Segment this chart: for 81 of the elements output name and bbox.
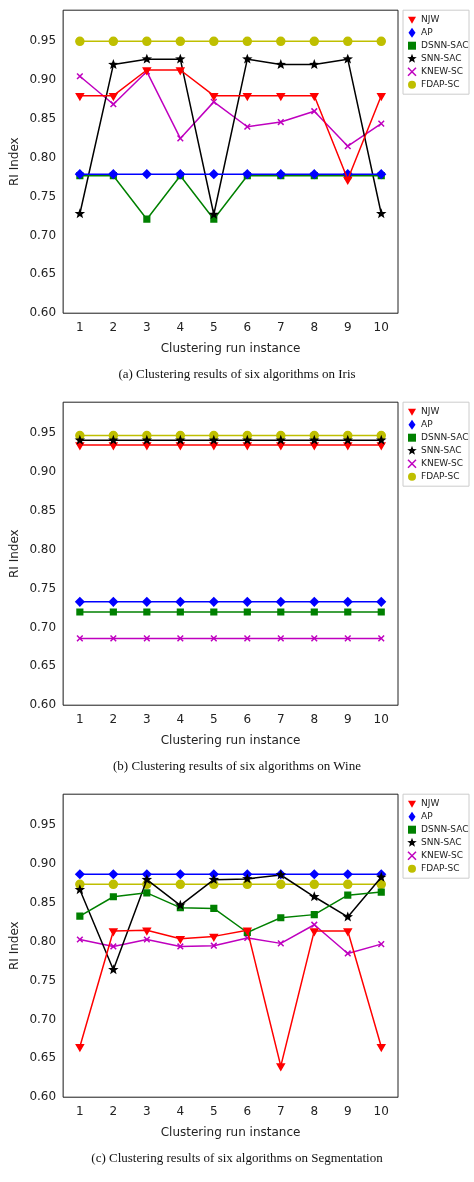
text: (b) Clustering results of six algorithms on Wine <box>112 757 362 775</box>
text: (a) Clustering results of six algorithms on Iris <box>117 365 357 383</box>
legend-label: KNEW-SC <box>421 850 464 861</box>
x-axis-title: Clustering run instance <box>160 732 301 747</box>
x-tick-label: 2 <box>109 319 118 334</box>
y-tick-label: 0.90 <box>29 72 57 87</box>
x-tick-label: 2 <box>109 1103 118 1118</box>
y-tick-label: 0.85 <box>29 503 57 518</box>
x-axis-title: Clustering run instance <box>160 1124 301 1139</box>
x-tick-label: 4 <box>176 319 185 334</box>
y-tick-label: 0.70 <box>29 227 57 242</box>
x-tick-label: 8 <box>310 711 319 726</box>
y-tick-label: 0.60 <box>29 1089 57 1104</box>
x-tick-label: 7 <box>276 319 285 334</box>
legend-label: KNEW-SC <box>421 458 464 469</box>
y-tick-label: 0.95 <box>29 33 57 48</box>
x-axis-title: Clustering run instance <box>160 340 301 355</box>
y-tick-label: 0.65 <box>29 266 57 281</box>
y-tick-label: 0.70 <box>29 1011 57 1026</box>
x-tick-label: 3 <box>143 319 151 334</box>
legend-label: FDAP-SC <box>421 79 460 90</box>
legend-label: AP <box>421 27 434 38</box>
legend-label: AP <box>421 811 434 822</box>
x-tick-label: 5 <box>209 711 218 726</box>
y-tick-label: 0.70 <box>29 619 57 634</box>
legend-label: KNEW-SC <box>421 66 464 77</box>
y-tick-label: 0.60 <box>29 305 57 320</box>
x-tick-label: 9 <box>343 1103 352 1118</box>
x-tick-label: 9 <box>343 711 352 726</box>
x-tick-label: 10 <box>373 319 389 334</box>
x-tick-label: 9 <box>343 319 352 334</box>
y-tick-label: 0.80 <box>29 149 57 164</box>
x-tick-label: 2 <box>109 711 118 726</box>
legend-label: SNN-SAC <box>421 53 462 64</box>
x-tick-label: 4 <box>176 711 185 726</box>
x-tick-label: 10 <box>373 711 389 726</box>
legend-label: FDAP-SC <box>421 863 460 874</box>
y-tick-label: 0.90 <box>29 464 57 479</box>
y-tick-label: 0.85 <box>29 111 57 126</box>
legend-label: DSNN-SAC <box>421 40 469 51</box>
text: (c) Clustering results of six algorithms on Segmentation <box>90 1149 384 1167</box>
legend-label: NJW <box>421 798 440 809</box>
x-tick-label: 5 <box>209 1103 218 1118</box>
x-tick-label: 7 <box>276 711 285 726</box>
y-tick-label: 0.75 <box>29 972 57 987</box>
y-tick-label: 0.75 <box>29 580 57 595</box>
x-tick-label: 6 <box>243 1103 252 1118</box>
y-tick-label: 0.80 <box>29 933 57 948</box>
legend-label: NJW <box>421 406 440 417</box>
x-tick-label: 4 <box>176 1103 185 1118</box>
y-tick-label: 0.95 <box>29 817 57 832</box>
legend-label: FDAP-SC <box>421 471 460 482</box>
y-tick-label: 0.65 <box>29 1050 57 1065</box>
x-tick-label: 1 <box>76 711 84 726</box>
legend-label: DSNN-SAC <box>421 432 469 443</box>
x-tick-label: 5 <box>209 319 218 334</box>
x-tick-label: 3 <box>143 711 151 726</box>
y-tick-label: 0.90 <box>29 856 57 871</box>
y-tick-label: 0.80 <box>29 541 57 556</box>
legend-label: SNN-SAC <box>421 837 462 848</box>
x-tick-label: 8 <box>310 319 319 334</box>
legend-label: SNN-SAC <box>421 445 462 456</box>
x-tick-label: 1 <box>76 1103 84 1118</box>
x-tick-label: 3 <box>143 1103 151 1118</box>
y-axis-title: RI Index <box>7 921 22 971</box>
y-tick-label: 0.60 <box>29 697 57 712</box>
x-tick-label: 8 <box>310 1103 319 1118</box>
y-axis-title: RI Index <box>7 137 22 187</box>
y-axis-title: RI Index <box>7 529 22 579</box>
y-tick-label: 0.75 <box>29 188 57 203</box>
x-tick-label: 6 <box>243 711 252 726</box>
y-tick-label: 0.95 <box>29 425 57 440</box>
x-tick-label: 10 <box>373 1103 389 1118</box>
y-tick-label: 0.85 <box>29 895 57 910</box>
legend-label: DSNN-SAC <box>421 824 469 835</box>
legend-label: AP <box>421 419 434 430</box>
legend-label: NJW <box>421 14 440 25</box>
x-tick-label: 1 <box>76 319 84 334</box>
x-tick-label: 7 <box>276 1103 285 1118</box>
y-tick-label: 0.65 <box>29 658 57 673</box>
x-tick-label: 6 <box>243 319 252 334</box>
